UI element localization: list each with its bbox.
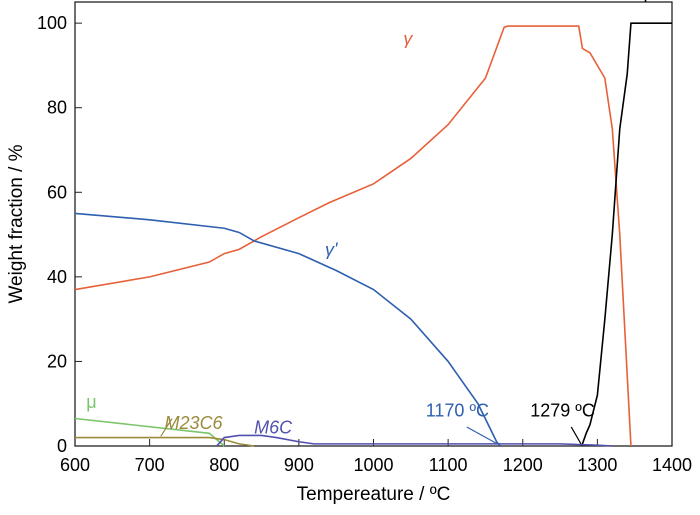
x-tick-label: 1200: [503, 455, 543, 475]
x-tick-label: 700: [135, 455, 165, 475]
y-tick-label: 40: [47, 267, 67, 287]
x-tick-label: 1400: [652, 455, 692, 475]
series-line-M23C6: [75, 436, 255, 447]
arrow-m23c6: [160, 418, 173, 437]
arrow-1170: [466, 426, 498, 445]
annotation-label: M6C: [254, 417, 293, 437]
plot-frame: [74, 1, 673, 447]
series-line-M6C: [216, 434, 613, 447]
annotation-label: Liquid: [623, 0, 671, 2]
annotation-label: 1279 ºC: [530, 400, 595, 420]
y-tick-label: 100: [37, 13, 67, 33]
annotation-label: M23C6: [165, 413, 224, 433]
series-line-γ: [74, 25, 632, 447]
y-tick-label: 60: [47, 182, 67, 202]
y-tick-label: 0: [57, 436, 67, 456]
x-tick-label: 900: [284, 455, 314, 475]
series-line-Liquid: [580, 22, 672, 447]
x-tick-label: 1300: [577, 455, 617, 475]
x-tick-label: 1000: [353, 455, 393, 475]
arrow-1279: [570, 426, 582, 445]
annotation-label: μ: [86, 392, 96, 412]
annotation-label: γ: [403, 28, 413, 48]
x-tick-label: 800: [209, 455, 239, 475]
series-line-γ': [74, 212, 501, 447]
annotation-label: 1170 ºC: [426, 400, 489, 420]
x-tick-label: 600: [60, 455, 90, 475]
annotation-label: γ': [325, 240, 338, 260]
x-axis-label: Tempereature / ºC: [297, 484, 451, 505]
y-tick-label: 80: [47, 98, 67, 118]
y-axis-label: Weight fraction / %: [6, 144, 27, 303]
y-tick-label: 20: [47, 351, 67, 371]
x-tick-label: 1100: [429, 455, 468, 475]
series-line-μ: [74, 417, 225, 447]
